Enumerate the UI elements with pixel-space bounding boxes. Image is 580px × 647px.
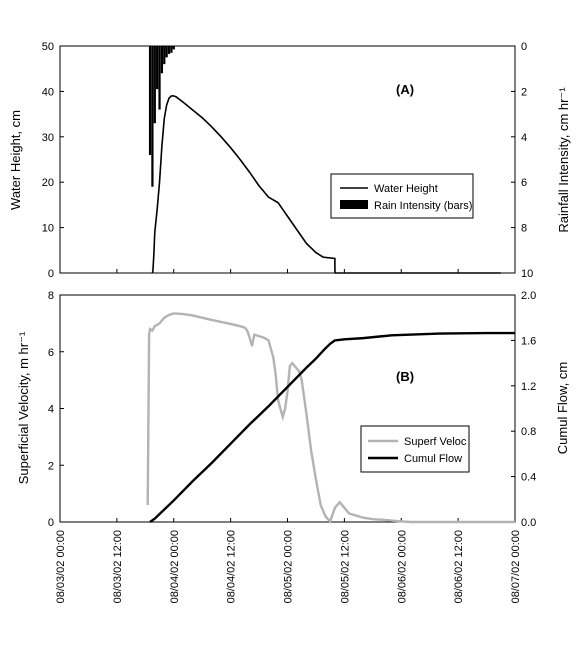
rain-intensity-bar [151, 46, 154, 187]
panel-b-legend-box [360, 425, 470, 473]
panel-b-right-axis: 0.0 0.4 0.8 1.2 1.6 2.0 [511, 290, 536, 529]
panel-b-ytick-label: 8 [48, 290, 54, 302]
rain-intensity-bars [148, 46, 175, 187]
rain-intensity-bar [172, 46, 175, 50]
x-axis-tick-label: 08/03/02 00:00 [55, 530, 67, 603]
panel-b-y2tick-label: 0.4 [521, 472, 536, 484]
legend-superf-veloc-label: Superf Veloc [404, 436, 467, 448]
panel-b-y2tick-label: 1.2 [521, 381, 536, 393]
x-axis-tick-labels: 08/03/02 00:00 08/03/02 12:00 08/04/02 00:… [55, 530, 522, 603]
rain-intensity-bar [167, 46, 171, 54]
superf-veloc-line [146, 312, 515, 524]
panel-a-y2tick-label: 8 [521, 223, 527, 235]
panel-a-legend: Water Height Rain Intensity (bars) [330, 173, 474, 219]
panel-b-y2tick-label: 0.8 [521, 426, 536, 438]
panel-b-y2tick-label: 2.0 [521, 290, 536, 302]
panel-b: 0 2 4 6 8 0.0 0.4 0.8 1.2 1.6 2.0 (B) Superficial… [16, 290, 570, 529]
panel-a-y2tick-label: 0 [521, 41, 527, 53]
panel-b-ylabel: Superficial Velocity, m hr⁻¹ [16, 331, 31, 484]
panel-b-label: (B) [396, 369, 414, 384]
x-axis-tick-label: 08/07/02 00:00 [510, 530, 522, 603]
x-axis-tick-label: 08/05/02 00:00 [283, 530, 295, 603]
panel-a: 0 10 20 30 40 50 0 2 4 6 8 10 (A) Water Height, cm… [8, 41, 571, 280]
panel-a-y2tick-label: 4 [521, 132, 527, 144]
water-height-line [151, 95, 501, 274]
rain-intensity-bar [160, 46, 164, 74]
x-axis-tick-label: 08/06/02 12:00 [453, 530, 465, 603]
panel-a-y2tick-label: 10 [521, 268, 533, 280]
panel-a-left-axis: 0 10 20 30 40 50 [42, 41, 64, 280]
rain-intensity-bar [165, 46, 168, 58]
panel-a-legend-box [330, 173, 474, 219]
rain-intensity-bar [153, 46, 156, 124]
legend-cumul-flow-label: Cumul Flow [404, 453, 462, 465]
rain-intensity-bar [148, 46, 152, 155]
x-axis-tick-label: 08/04/02 12:00 [226, 530, 238, 603]
panel-a-ylabel: Water Height, cm [8, 110, 23, 210]
panel-a-ytick-label: 50 [42, 41, 54, 53]
rain-intensity-bar [156, 46, 159, 90]
panel-a-label: (A) [396, 82, 414, 97]
cumul-flow-line [149, 331, 515, 523]
panel-a-ytick-label: 30 [42, 132, 54, 144]
legend-rain-intensity-label: Rain Intensity (bars) [374, 200, 472, 212]
x-axis-tick-label: 08/03/02 12:00 [112, 530, 124, 603]
panel-a-ytick-label: 40 [42, 86, 54, 98]
panel-b-legend: Superf Veloc Cumul Flow [360, 425, 470, 473]
x-axis-tick-label: 08/06/02 00:00 [396, 530, 408, 603]
rain-intensity-bar [163, 46, 166, 65]
rain-intensity-bar [158, 46, 161, 110]
panel-b-ytick-label: 2 [48, 460, 54, 472]
x-axis-tick-label: 08/05/02 12:00 [339, 530, 351, 603]
panel-a-ytick-label: 0 [48, 268, 54, 280]
panel-b-ytick-label: 4 [48, 404, 54, 416]
panel-a-ytick-label: 10 [42, 223, 54, 235]
panel-a-y2label: Rainfall Intensity, cm hr⁻¹ [556, 87, 571, 233]
legend-water-height-label: Water Height [374, 183, 438, 195]
panel-a-y2tick-label: 6 [521, 177, 527, 189]
panel-a-y2tick-label: 2 [521, 86, 527, 98]
legend-rain-intensity-swatch [340, 200, 368, 209]
panel-b-y2tick-label: 0.0 [521, 517, 536, 529]
x-axis-tick-label: 08/04/02 00:00 [169, 530, 181, 603]
panel-b-y2label: Cumul Flow, cm [555, 362, 570, 454]
panel-b-ytick-label: 6 [48, 347, 54, 359]
panel-b-ytick-label: 0 [48, 517, 54, 529]
rain-intensity-bar [170, 46, 173, 53]
panel-b-left-axis: 0 2 4 6 8 [48, 290, 64, 529]
panel-a-right-axis: 0 2 4 6 8 10 [511, 41, 533, 280]
panel-a-ytick-label: 20 [42, 177, 54, 189]
panel-b-y2tick-label: 1.6 [521, 335, 536, 347]
